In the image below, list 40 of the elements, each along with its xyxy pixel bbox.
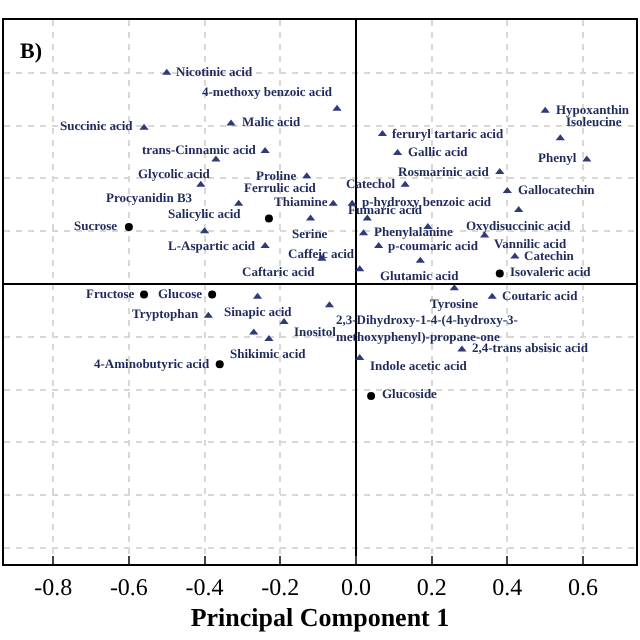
x-axis-title: Principal Component 1 xyxy=(190,602,450,632)
point xyxy=(415,256,425,263)
x-tick-label: -0.4 xyxy=(185,572,224,601)
point xyxy=(234,199,244,206)
point xyxy=(196,180,206,187)
point xyxy=(367,391,376,400)
point xyxy=(162,68,172,75)
point xyxy=(495,269,504,278)
point xyxy=(449,284,459,291)
x-tick-label: 0.0 xyxy=(340,572,371,601)
x-tick-label: -0.2 xyxy=(261,572,300,601)
point xyxy=(355,353,365,360)
point xyxy=(279,318,289,325)
point xyxy=(332,104,342,111)
point xyxy=(400,180,410,187)
point xyxy=(215,360,224,369)
point xyxy=(260,146,270,153)
point xyxy=(208,290,217,299)
point xyxy=(226,119,236,126)
point xyxy=(510,252,520,259)
x-tick-label: 0.2 xyxy=(416,572,447,601)
text: B) xyxy=(20,40,43,64)
x-tick-label: -0.8 xyxy=(34,572,73,601)
x-tick-label: -0.6 xyxy=(109,572,148,601)
point xyxy=(139,123,149,130)
point xyxy=(328,199,338,206)
point xyxy=(140,290,149,299)
point xyxy=(457,345,467,352)
point xyxy=(124,222,133,231)
point xyxy=(203,311,213,318)
point xyxy=(487,292,497,299)
point xyxy=(264,334,274,341)
point xyxy=(514,206,524,213)
x-tick-label: 0.6 xyxy=(568,572,599,601)
point xyxy=(249,328,259,335)
point xyxy=(502,187,512,194)
point xyxy=(540,106,550,113)
point xyxy=(264,214,273,223)
point xyxy=(495,168,505,175)
x-tick-label: 0.4 xyxy=(492,572,523,601)
